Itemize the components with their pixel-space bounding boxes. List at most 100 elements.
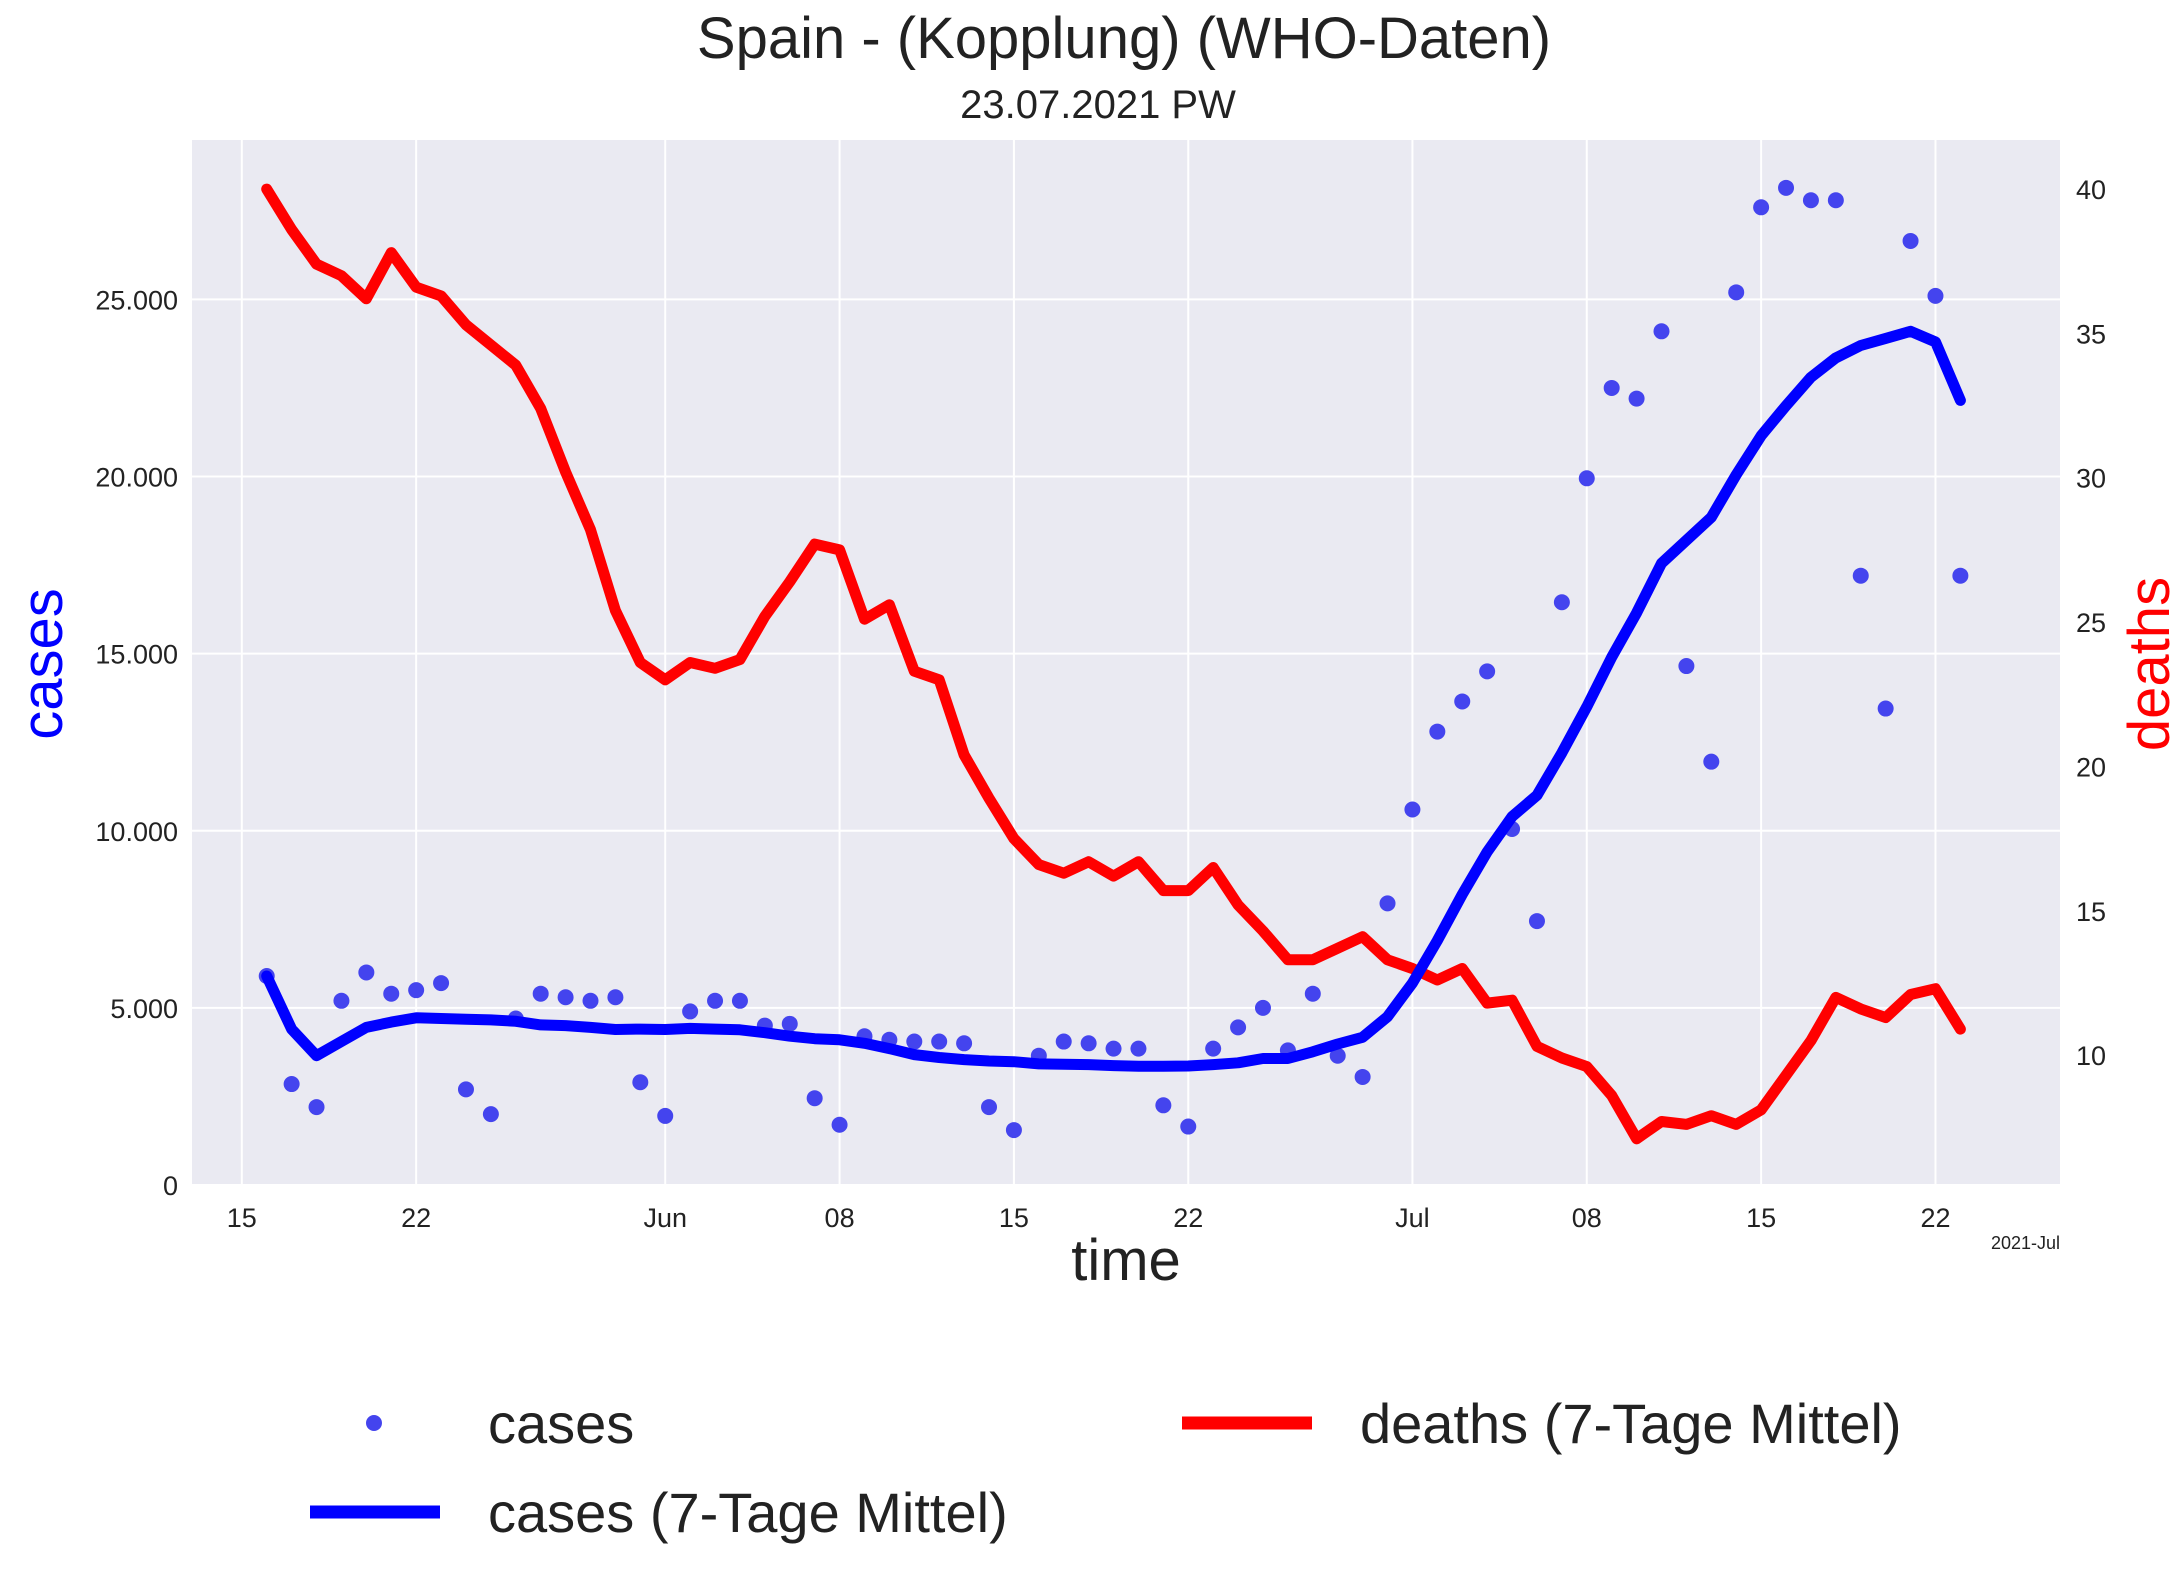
point-cases bbox=[532, 985, 549, 1002]
x-tick-label: 15 bbox=[1746, 1203, 1776, 1233]
point-cases bbox=[408, 982, 425, 999]
point-cases bbox=[981, 1099, 998, 1116]
point-cases bbox=[1429, 723, 1446, 740]
point-cases bbox=[1852, 567, 1869, 584]
point-cases bbox=[682, 1003, 699, 1020]
point-cases bbox=[557, 989, 574, 1006]
legend-label-cases: cases bbox=[488, 1392, 634, 1455]
point-cases bbox=[383, 985, 400, 1002]
point-cases bbox=[1080, 1035, 1097, 1052]
point-cases bbox=[1778, 179, 1795, 196]
line-deaths-7-tage-mittel bbox=[261, 183, 1966, 1145]
y-right-tick-label: 15 bbox=[2076, 897, 2106, 927]
point-cases bbox=[1254, 999, 1271, 1016]
point-cases bbox=[1479, 663, 1496, 680]
point-cases bbox=[457, 1081, 474, 1098]
point-cases bbox=[1902, 232, 1919, 249]
point-cases bbox=[906, 1033, 923, 1050]
chart-title: Spain - (Kopplung) (WHO-Daten) bbox=[697, 6, 1551, 71]
point-cases bbox=[1005, 1122, 1022, 1139]
point-cases bbox=[1230, 1019, 1247, 1036]
point-cases bbox=[1802, 192, 1819, 209]
y-right-tick-label: 10 bbox=[2076, 1041, 2106, 1071]
point-cases bbox=[1952, 567, 1969, 584]
point-cases bbox=[582, 992, 599, 1009]
y-right-tick-label: 20 bbox=[2076, 752, 2106, 782]
series bbox=[258, 179, 1969, 1145]
x-tick-label: 22 bbox=[1173, 1203, 1203, 1233]
x-tick-label: 15 bbox=[999, 1203, 1029, 1233]
x-tick-label: 08 bbox=[1572, 1203, 1602, 1233]
point-cases bbox=[707, 992, 724, 1009]
point-cases bbox=[1105, 1040, 1122, 1057]
point-cases bbox=[806, 1090, 823, 1107]
x-tick-label: 08 bbox=[825, 1203, 855, 1233]
plot-area bbox=[192, 140, 2060, 1185]
point-cases bbox=[1528, 913, 1545, 930]
y-axis-left: 0 5.000 10.000 15.000 20.000 25.000 bbox=[95, 285, 178, 1201]
x-axis: 15 22 Jun 08 15 22 Jul 08 15 22 bbox=[227, 1203, 1951, 1233]
grid bbox=[192, 140, 2060, 1186]
x-tick-label: 22 bbox=[401, 1203, 431, 1233]
point-cases bbox=[1055, 1033, 1072, 1050]
x-tick-label: Jul bbox=[1395, 1203, 1430, 1233]
point-cases bbox=[1304, 985, 1321, 1002]
point-cases bbox=[1653, 323, 1670, 340]
y-left-tick-label: 5.000 bbox=[110, 994, 178, 1024]
point-cases bbox=[1927, 287, 1944, 304]
y-right-tick-label: 30 bbox=[2076, 464, 2106, 494]
y-axis-right: 10 15 20 25 30 35 40 bbox=[2076, 175, 2106, 1071]
y-left-tick-label: 0 bbox=[163, 1171, 178, 1201]
point-cases bbox=[1180, 1118, 1197, 1135]
point-cases bbox=[1379, 895, 1396, 912]
point-cases bbox=[1454, 693, 1471, 710]
y-left-tick-label: 15.000 bbox=[95, 640, 178, 670]
y-left-tick-label: 10.000 bbox=[95, 817, 178, 847]
point-cases bbox=[482, 1106, 499, 1123]
point-cases bbox=[1728, 284, 1745, 301]
y-axis-right-label: deaths bbox=[2117, 577, 2180, 751]
point-cases bbox=[1205, 1040, 1222, 1057]
x-tick-label: 15 bbox=[227, 1203, 257, 1233]
x-tick-label: Jun bbox=[643, 1203, 687, 1233]
point-cases bbox=[657, 1107, 674, 1124]
y-left-tick-label: 20.000 bbox=[95, 463, 178, 493]
x-offset-label: 2021-Jul bbox=[1991, 1233, 2060, 1253]
point-cases bbox=[931, 1033, 948, 1050]
point-cases bbox=[632, 1074, 649, 1091]
point-cases bbox=[1404, 801, 1421, 818]
legend: cases cases (7-Tage Mittel) deaths (7-Ta… bbox=[310, 1392, 1902, 1544]
point-cases bbox=[831, 1116, 848, 1133]
y-left-tick-label: 25.000 bbox=[95, 285, 178, 315]
point-cases bbox=[1628, 390, 1645, 407]
point-cases bbox=[781, 1015, 798, 1032]
point-cases bbox=[1578, 470, 1595, 487]
legend-label-cases-avg: cases (7-Tage Mittel) bbox=[488, 1481, 1008, 1544]
point-cases bbox=[1678, 658, 1695, 675]
point-cases bbox=[1329, 1047, 1346, 1064]
point-cases bbox=[308, 1099, 325, 1116]
point-cases bbox=[1603, 379, 1620, 396]
point-cases bbox=[607, 989, 624, 1006]
y-axis-left-label: cases bbox=[10, 588, 75, 740]
y-right-tick-label: 25 bbox=[2076, 608, 2106, 638]
point-cases bbox=[1155, 1097, 1172, 1114]
x-axis-label: time bbox=[1071, 1228, 1181, 1293]
legend-marker-cases bbox=[366, 1415, 382, 1431]
legend-label-deaths-avg: deaths (7-Tage Mittel) bbox=[1360, 1392, 1902, 1455]
point-cases bbox=[1877, 700, 1894, 717]
point-cases bbox=[433, 975, 450, 992]
point-cases bbox=[1753, 199, 1770, 216]
y-right-tick-label: 35 bbox=[2076, 319, 2106, 349]
chart-subtitle: 23.07.2021 PW bbox=[960, 83, 1236, 127]
point-cases bbox=[283, 1076, 300, 1093]
point-cases bbox=[731, 992, 748, 1009]
point-cases bbox=[1130, 1040, 1147, 1057]
point-cases bbox=[1553, 594, 1570, 611]
point-cases bbox=[1827, 192, 1844, 209]
y-right-tick-label: 40 bbox=[2076, 175, 2106, 205]
point-cases bbox=[1703, 753, 1720, 770]
point-cases bbox=[358, 964, 375, 981]
point-cases bbox=[1354, 1068, 1371, 1085]
